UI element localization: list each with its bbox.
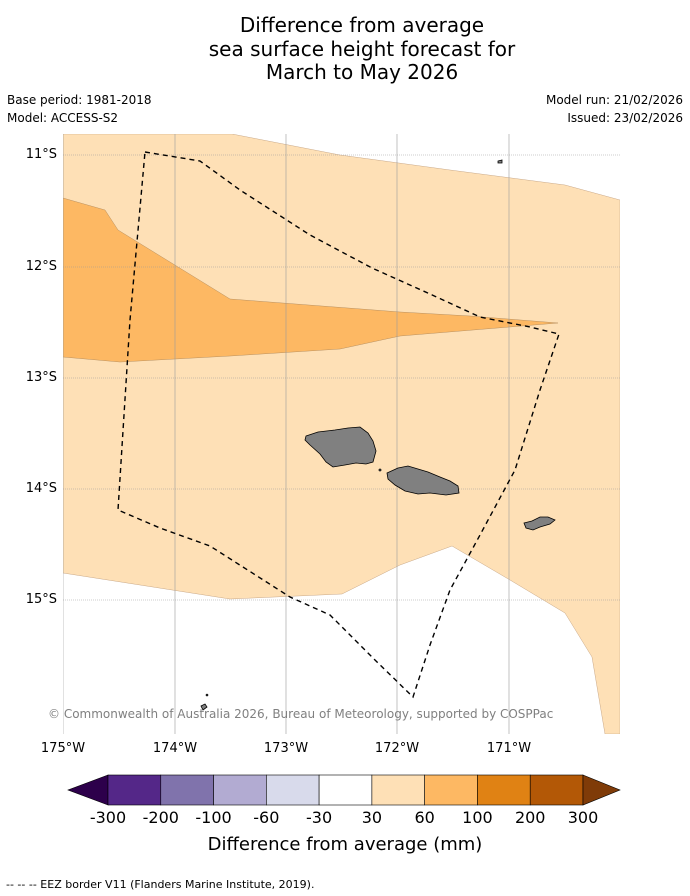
colorbar-tick-6: 60 — [414, 808, 435, 827]
lon-label-174w: 174°W — [152, 741, 198, 756]
colorbar-tick-8: 200 — [514, 808, 546, 827]
base-period: Base period: 1981-2018 — [7, 93, 152, 107]
lon-label-172w: 172°W — [374, 741, 420, 756]
colorbar-tick-9: 300 — [567, 808, 599, 827]
lat-label-15s: 15°S — [25, 592, 57, 607]
eez-border — [117, 151, 560, 699]
title-line-3: March to May 2026 — [265, 60, 459, 84]
lon-label-173w: 173°W — [263, 741, 309, 756]
colorbar-tick-3: -60 — [253, 808, 280, 827]
island-islet-small — [205, 693, 209, 697]
colorbar-bin-4 — [318, 774, 373, 806]
issued-date: Issued: 23/02/2026 — [567, 111, 683, 125]
title-line-1: Difference from average — [239, 13, 485, 37]
lon-label-171w: 171°W — [486, 741, 532, 756]
colorbar-extend-low — [67, 774, 109, 806]
grid-lines — [63, 134, 620, 734]
island-savaii — [304, 426, 377, 468]
colorbar-tick-1: -200 — [142, 808, 179, 827]
colorbar-bin-7 — [477, 774, 531, 806]
colorbar-bin-5 — [371, 774, 425, 806]
colorbar-tick-0: -300 — [89, 808, 127, 827]
colorbar-tick-7: 100 — [462, 808, 493, 827]
chart-title: Difference from average sea surface heig… — [0, 13, 690, 85]
copyright-notice: © Commonwealth of Australia 2026, Bureau… — [48, 707, 554, 721]
colorbar-bin-3 — [266, 774, 320, 806]
colorbar-extend-high — [582, 774, 621, 806]
colorbar-bin-6 — [424, 774, 478, 806]
colorbar-bin-8 — [529, 774, 584, 806]
island-niuafoou — [200, 703, 208, 711]
colorbar-bin-1 — [160, 774, 214, 806]
colorbar-tick-2: -100 — [195, 808, 232, 827]
colorbar-bins — [107, 774, 584, 806]
model-run: Model run: 21/02/2026 — [545, 93, 683, 107]
island-swains — [497, 159, 503, 164]
colorbar-tick-5: 30 — [361, 808, 383, 827]
title-line-2: sea surface height forecast for — [208, 36, 516, 61]
lat-label-12s: 12°S — [25, 259, 57, 274]
island-apolima — [378, 468, 382, 472]
colorbar-title: Difference from average (mm) — [207, 834, 483, 855]
lat-label-11s: 11°S — [25, 147, 57, 162]
model-name: Model: ACCESS-S2 — [7, 111, 119, 125]
land-masses — [200, 159, 556, 711]
lon-label-175w: 175°W — [40, 741, 86, 756]
island-tutuila — [523, 516, 556, 531]
map-plot-area — [63, 134, 620, 734]
eez-legend-note: -- -- -- EEZ border V11 (Flanders Marine… — [6, 878, 315, 891]
colorbar-bin-0 — [107, 774, 162, 806]
colorbar — [67, 774, 621, 806]
colorbar-bin-2 — [213, 774, 267, 806]
lat-label-14s: 14°S — [25, 481, 57, 496]
lat-label-13s: 13°S — [25, 370, 57, 385]
colorbar-tick-4: -30 — [306, 808, 333, 827]
island-upolu — [386, 465, 460, 496]
anomaly-band-60-100 — [63, 197, 559, 363]
